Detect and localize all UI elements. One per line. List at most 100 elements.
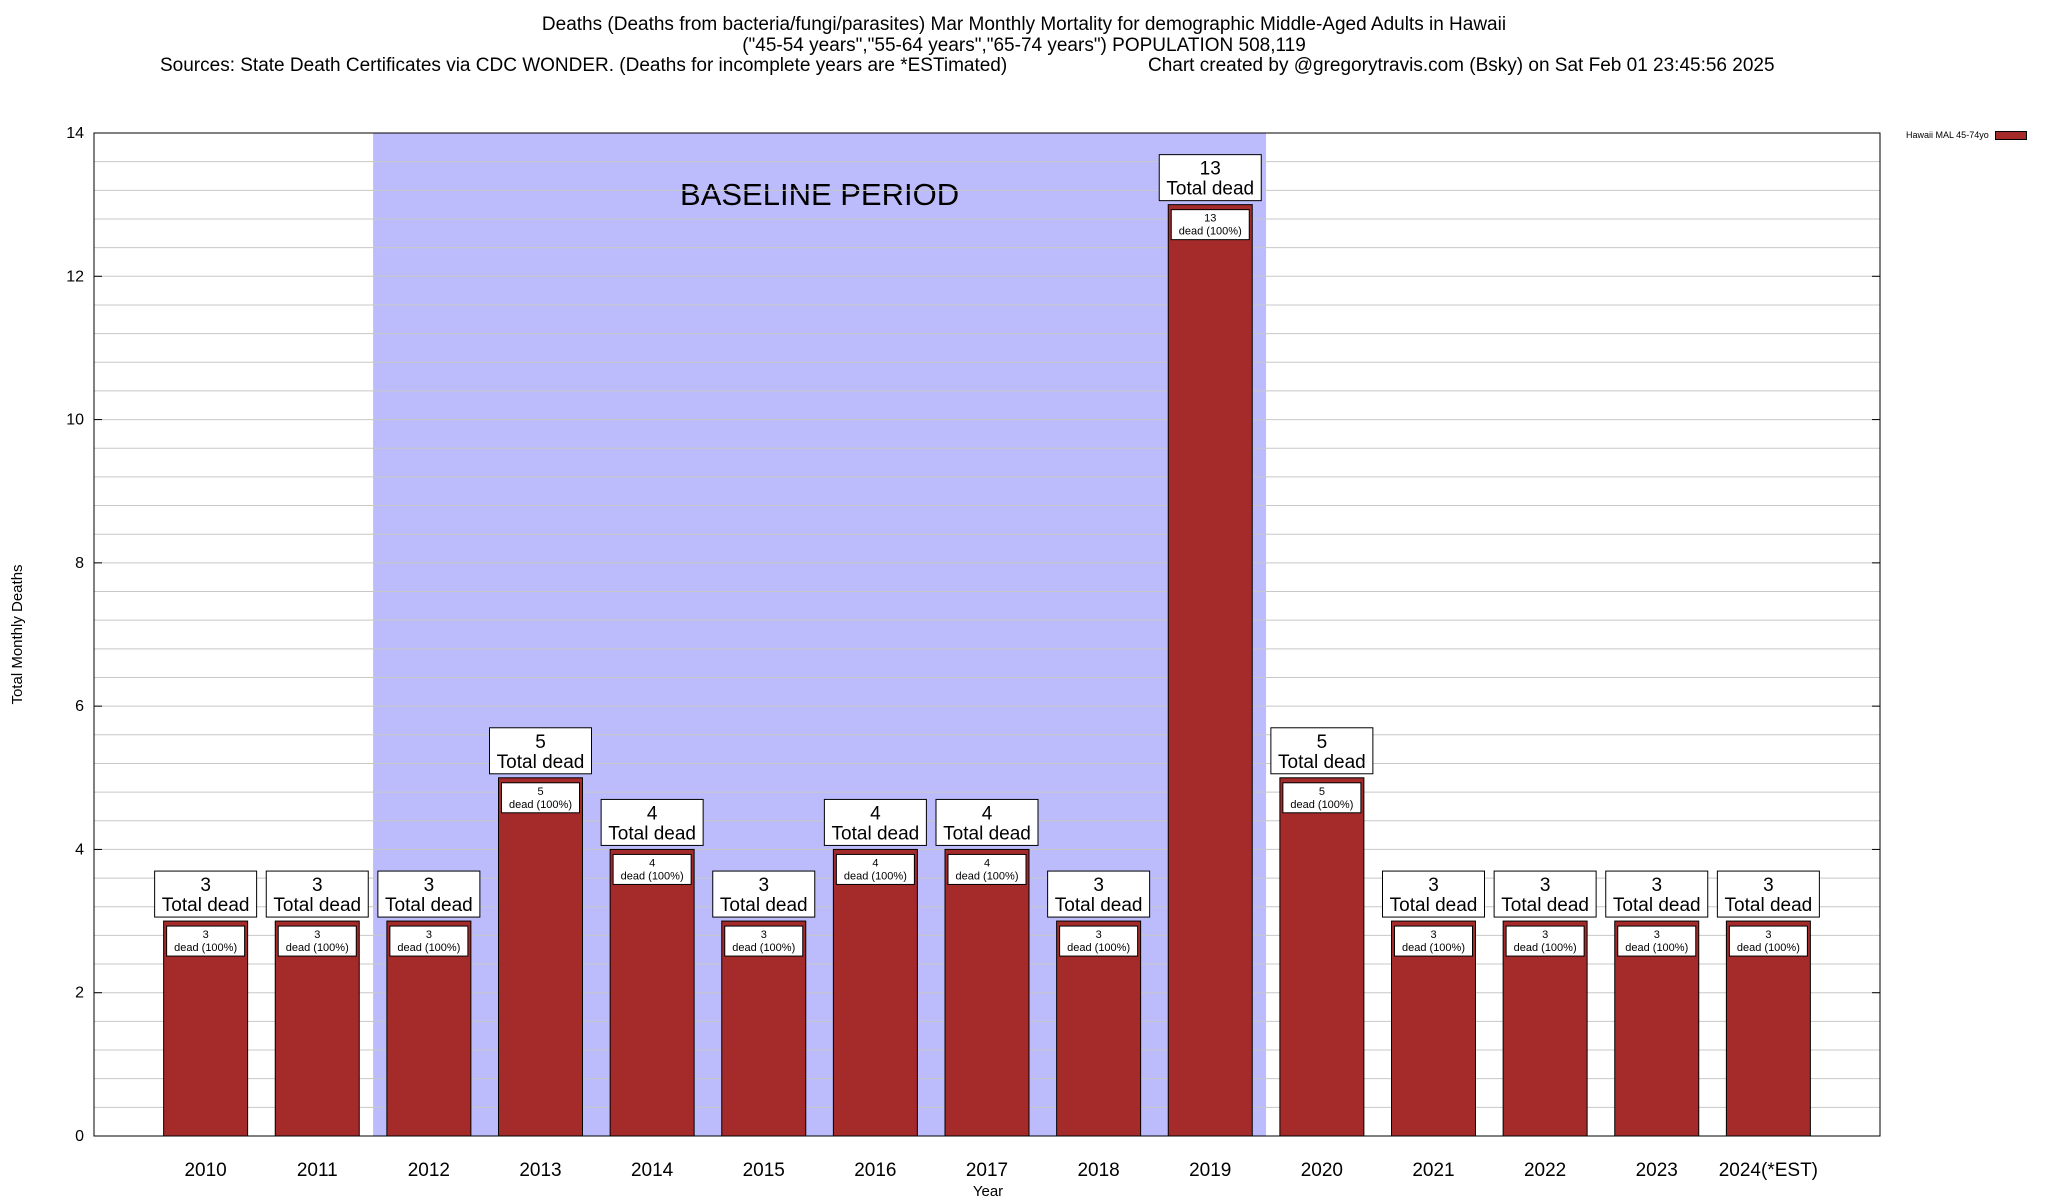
total-label-value: 3 [758,875,769,896]
total-label-text: Total dead [385,895,473,916]
total-label-text: Total dead [832,823,920,844]
bar-inner-value: 3 [1765,929,1771,941]
total-label-box [265,870,369,918]
bar-inner-label-box [947,853,1027,885]
total-label-text: Total dead [608,823,696,844]
total-label-value: 4 [647,803,658,824]
chart-legend: Hawaii MAL 45-74yo [1906,130,2027,140]
bar-inner-percent: dead (100%) [1067,942,1130,954]
total-label-box [1493,870,1597,918]
bar-inner-value: 3 [1096,929,1102,941]
y-tick-label: 4 [75,841,84,858]
bar-inner-label-box [1282,782,1362,814]
x-tick-label: 2016 [854,1160,896,1181]
x-tick-label: 2011 [297,1160,338,1181]
bar-inner-percent: dead (100%) [509,799,572,811]
total-label-value: 3 [1428,875,1439,896]
total-label-box [1158,154,1262,202]
bar [1391,920,1476,1137]
bar-inner-value: 3 [1654,929,1660,941]
total-label-value: 13 [1200,159,1221,180]
y-tick-label: 14 [66,125,84,142]
bar-inner-label-box [166,925,246,957]
x-tick-label: 2012 [408,1160,450,1181]
x-tick-label: 2021 [1412,1160,1454,1181]
chart-credit: Chart created by @gregorytravis.com (Bsk… [1148,55,1775,76]
x-tick-label: 2022 [1524,1160,1566,1181]
bar [721,920,807,1137]
bar-inner-value: 4 [649,857,655,869]
chart-title-line-2: ("45-54 years","55-64 years","65-74 year… [742,35,1306,56]
y-axis-label: Total Monthly Deaths [9,564,26,704]
bar-inner-label-box [1059,925,1139,957]
bar [1279,777,1365,1137]
total-label-box [712,870,816,918]
x-axis-label: Year [973,1183,1003,1200]
total-label-box [935,798,1039,846]
bar [1056,920,1142,1137]
total-label-value: 5 [535,732,546,753]
bar-inner-label-box [612,853,692,885]
total-label-box [1270,727,1374,775]
x-tick-label: 2024(*EST) [1719,1160,1818,1181]
bar-inner-percent: dead (100%) [1737,942,1800,954]
total-label-box [1382,870,1485,918]
total-label-text: Total dead [273,895,361,916]
y-tick-label: 8 [75,555,84,572]
bar-inner-label-box [501,782,580,814]
bar [1502,920,1588,1137]
total-label-box [154,870,258,918]
bar-inner-percent: dead (100%) [1514,942,1577,954]
bar [1167,204,1253,1137]
total-label-text: Total dead [720,895,808,916]
bar-inner-value: 3 [203,929,209,941]
total-label-text: Total dead [162,895,250,916]
bar [274,920,360,1137]
total-label-box [823,798,927,846]
bar-inner-percent: dead (100%) [1625,942,1688,954]
bar-inner-label-box [1394,925,1473,957]
bar-inner-value: 4 [872,857,878,869]
bar [1614,920,1700,1137]
bar [609,848,695,1137]
bar [163,920,249,1137]
total-label-box [1605,870,1709,918]
total-label-text: Total dead [497,752,585,773]
bar-inner-value: 3 [426,929,432,941]
bar-inner-percent: dead (100%) [621,870,684,882]
bar-inner-label-box [1728,925,1808,957]
bar-inner-value: 5 [537,786,543,798]
x-tick-label: 2015 [743,1160,785,1181]
total-label-value: 3 [312,875,323,896]
total-label-value: 3 [1093,875,1104,896]
total-label-box [1716,870,1820,918]
x-tick-label: 2013 [519,1160,561,1181]
bar-inner-label-box [1617,925,1697,957]
bar [944,848,1030,1137]
bar [1725,920,1811,1137]
bar [832,848,918,1137]
bar-inner-label-box [1170,209,1250,241]
total-label-value: 3 [1763,875,1774,896]
x-tick-label: 2010 [184,1160,226,1181]
total-label-box [600,798,704,846]
y-tick-label: 10 [66,412,84,429]
x-tick-label: 2014 [631,1160,674,1181]
chart-sources: Sources: State Death Certificates via CD… [160,55,1008,76]
y-tick-label: 0 [75,1128,84,1145]
total-label-text: Total dead [1278,752,1366,773]
bar-inner-value: 5 [1319,786,1325,798]
legend-label: Hawaii MAL 45-74yo [1906,130,1989,140]
chart-title-line-1: Deaths (Deaths from bacteria/fungi/paras… [541,14,1507,35]
x-tick-label: 2023 [1636,1160,1678,1181]
total-label-value: 4 [870,803,881,824]
x-tick-label: 2018 [1077,1160,1119,1181]
bar-inner-percent: dead (100%) [1402,942,1465,954]
baseline-label: BASELINE PERIOD [680,177,959,212]
x-tick-label: 2019 [1189,1160,1231,1181]
x-tick-label: 2017 [966,1160,1008,1181]
y-tick-label: 2 [75,985,84,1002]
bar-inner-label-box [835,853,915,885]
bar-inner-value: 3 [1430,929,1436,941]
